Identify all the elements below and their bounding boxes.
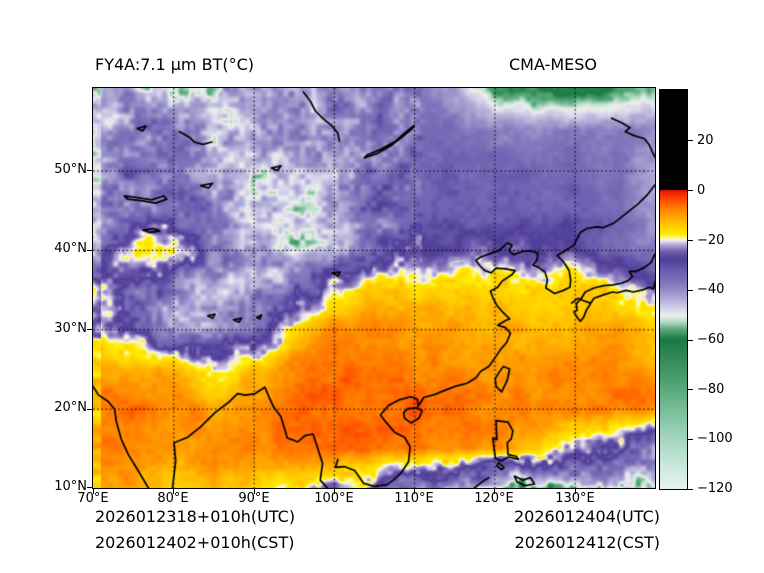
x-tick-mark [93, 489, 95, 494]
init-time-utc: 2026012318+010h(UTC) [95, 507, 296, 526]
colorbar-tick-mark [688, 489, 693, 491]
x-tick-label-120e: 120°E [474, 491, 514, 506]
colorbar-tick-mark [688, 240, 693, 242]
bt-heatmap-canvas [92, 87, 655, 488]
colorbar-tick-mark [688, 140, 693, 142]
map-plot-area [91, 86, 656, 489]
colorbar-tick-mark [688, 340, 693, 342]
y-tick-label-30n: 30°N [54, 321, 87, 336]
colorbar-label-m80: −80 [697, 382, 725, 397]
colorbar [658, 88, 688, 490]
y-tick-mark [87, 487, 92, 489]
colorbar-canvas [659, 89, 687, 489]
y-tick-label-40n: 40°N [54, 241, 87, 256]
x-tick-mark [334, 489, 336, 494]
x-tick-mark [254, 489, 256, 494]
model-title: CMA-MESO [509, 55, 598, 74]
x-tick-mark [494, 489, 496, 494]
colorbar-label-m120: −120 [697, 481, 733, 496]
valid-time-cst: 2026012412(CST) [514, 533, 660, 552]
y-tick-label-20n: 20°N [54, 400, 87, 415]
x-tick-label-70e: 70°E [77, 491, 109, 506]
x-tick-mark [173, 489, 175, 494]
colorbar-tick-mark [688, 439, 693, 441]
x-tick-label-110e: 110°E [394, 491, 434, 506]
colorbar-label-m100: −100 [697, 431, 733, 446]
y-tick-mark [87, 409, 92, 411]
x-tick-mark [414, 489, 416, 494]
colorbar-tick-mark [688, 190, 693, 192]
y-tick-mark [87, 250, 92, 252]
y-tick-mark [87, 170, 92, 172]
y-tick-label-50n: 50°N [54, 162, 87, 177]
colorbar-label-m20: −20 [697, 233, 725, 248]
chart-title: FY4A:7.1 μm BT(°C) [95, 55, 254, 74]
colorbar-label-20: 20 [697, 133, 714, 148]
colorbar-tick-mark [688, 290, 693, 292]
y-tick-label-10n: 10°N [54, 479, 87, 494]
x-tick-label-130e: 130°E [555, 491, 595, 506]
colorbar-label-m60: −60 [697, 332, 725, 347]
x-tick-label-90e: 90°E [238, 491, 270, 506]
colorbar-label-0: 0 [697, 183, 706, 198]
x-tick-label-100e: 100°E [314, 491, 354, 506]
valid-time-utc: 2026012404(UTC) [514, 507, 660, 526]
colorbar-label-m40: −40 [697, 282, 725, 297]
x-tick-mark [575, 489, 577, 494]
init-time-cst: 2026012402+010h(CST) [95, 533, 295, 552]
y-tick-mark [87, 329, 92, 331]
x-tick-label-80e: 80°E [157, 491, 189, 506]
colorbar-tick-mark [688, 389, 693, 391]
